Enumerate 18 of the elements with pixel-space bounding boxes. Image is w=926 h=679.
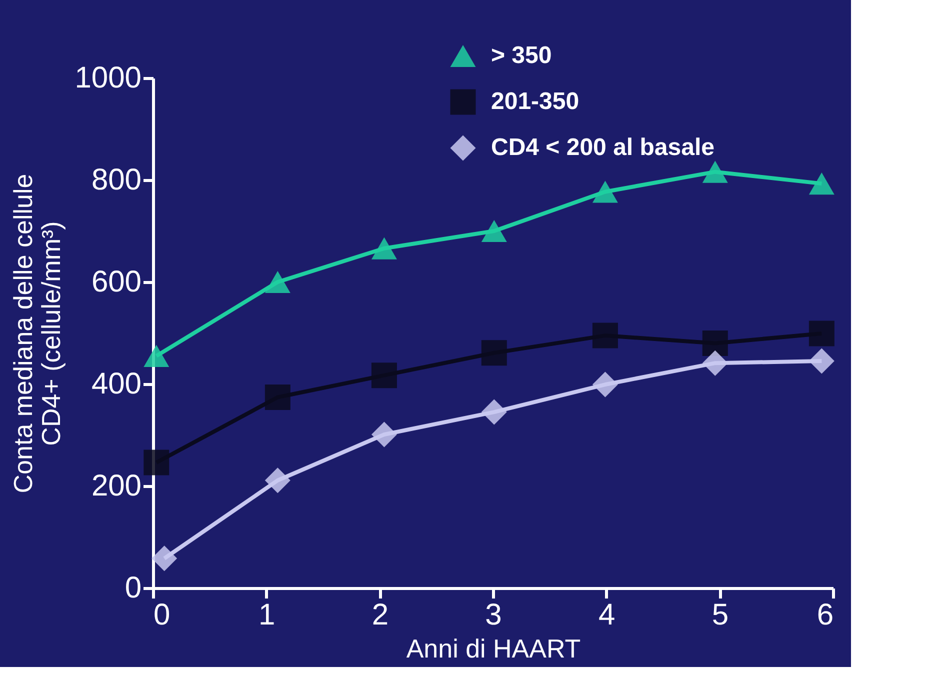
x-axis-title: Anni di HAART xyxy=(406,634,581,664)
y-tick-label: 800 xyxy=(91,164,142,196)
legend-label: CD4 < 200 al basale xyxy=(491,134,714,161)
x-tick-label: 5 xyxy=(712,598,729,632)
legend-label: > 350 xyxy=(491,42,552,69)
y-tick-label: 200 xyxy=(91,470,142,502)
y-tick-label: 400 xyxy=(91,368,142,400)
x-tick-label: 0 xyxy=(154,598,170,632)
x-tick-label: 6 xyxy=(816,598,834,632)
y-tick-label: 0 xyxy=(124,572,142,604)
x-tick-label: 3 xyxy=(485,598,502,632)
legend-label: 201-350 xyxy=(491,88,580,115)
y-tick-label: 600 xyxy=(91,266,142,298)
y-axis-title: Conta mediana delle cellule CD4+ (cellule/mm³) xyxy=(8,174,66,494)
y-tick-label: 1000 xyxy=(74,62,142,94)
x-tick-label: 4 xyxy=(598,598,616,632)
x-tick-label: 1 xyxy=(258,598,276,632)
x-tick-label: 2 xyxy=(372,598,389,632)
